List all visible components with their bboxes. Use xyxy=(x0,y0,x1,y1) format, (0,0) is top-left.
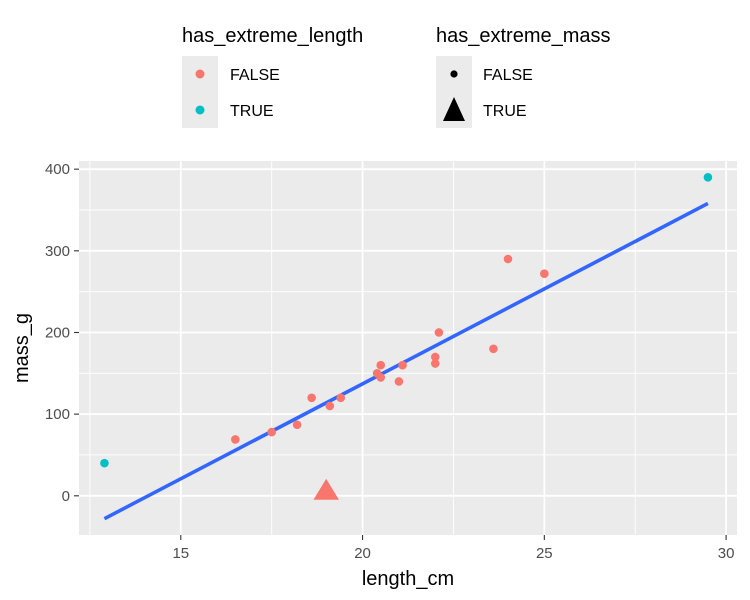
data-point-0 xyxy=(231,435,240,444)
data-point-10 xyxy=(398,360,407,370)
data-point-9 xyxy=(394,377,404,386)
legend-shape: has_extreme_mass FALSE TRUE xyxy=(436,25,611,128)
legend-shape-label-true: TRUE xyxy=(483,103,527,120)
legend-color-key-false xyxy=(195,69,205,79)
y-tick-label-3: 300 xyxy=(45,243,70,260)
x-tick-label-2: 25 xyxy=(536,545,553,562)
x-axis-ticks: 15 20 25 30 xyxy=(172,535,734,562)
legend-shape-title: has_extreme_mass xyxy=(436,25,611,47)
data-point-3 xyxy=(307,393,316,403)
legend-shape-label-false: FALSE xyxy=(483,67,533,84)
grid-lines xyxy=(79,161,737,535)
x-axis-title: length_cm xyxy=(362,568,454,590)
y-tick-label-2: 200 xyxy=(45,324,70,341)
x-tick-label-3: 30 xyxy=(718,545,735,562)
y-tick-label-1: 100 xyxy=(45,406,70,423)
y-axis-ticks: 0 100 200 300 400 xyxy=(45,161,79,505)
data-point-19 xyxy=(703,173,713,182)
data-point-8 xyxy=(376,360,386,370)
data-point-7 xyxy=(376,373,386,382)
x-tick-label-0: 15 xyxy=(172,545,189,562)
data-points xyxy=(100,173,713,500)
data-point-16 xyxy=(540,269,549,278)
data-point-1 xyxy=(267,427,276,437)
legend-color-title: has_extreme_length xyxy=(182,25,363,47)
y-tick-label-4: 400 xyxy=(45,161,70,178)
legend-shape-key-false xyxy=(450,70,458,78)
data-point-17 xyxy=(313,478,339,500)
y-tick-label-0: 0 xyxy=(62,488,70,505)
x-tick-label-1: 20 xyxy=(354,545,371,562)
trend-line xyxy=(103,201,709,521)
data-point-15 xyxy=(503,254,513,264)
legend-shape-key-true xyxy=(443,97,465,121)
legend-color: has_extreme_length FALSE TRUE xyxy=(182,25,363,128)
legend-color-key-true xyxy=(195,105,205,115)
legend-color-label-true: TRUE xyxy=(230,103,274,120)
data-point-11 xyxy=(430,359,440,368)
data-point-12 xyxy=(430,352,440,362)
trend-line-group xyxy=(103,201,709,521)
data-point-5 xyxy=(336,393,346,403)
y-axis-title: mass_g xyxy=(11,313,33,383)
data-point-18 xyxy=(100,458,109,468)
data-point-13 xyxy=(434,328,444,337)
data-point-14 xyxy=(489,344,498,354)
data-point-2 xyxy=(292,420,302,430)
legend-color-label-false: FALSE xyxy=(230,67,280,84)
data-point-4 xyxy=(325,401,335,411)
